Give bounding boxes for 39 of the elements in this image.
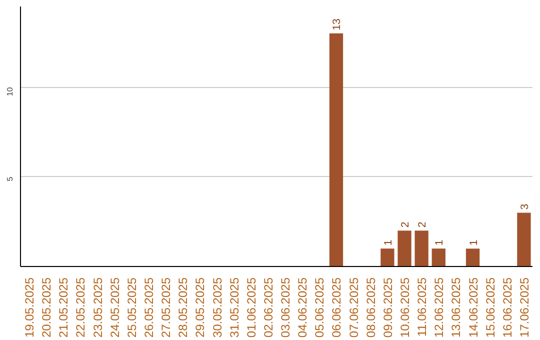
x-tick-label: 21.05.2025 (56, 277, 71, 338)
x-tick-label: 15.06.2025 (483, 277, 498, 338)
x-tick-label: 17.06.2025 (517, 277, 532, 338)
x-tick-label: 03.06.2025 (278, 277, 293, 338)
x-tick-label: 08.06.2025 (364, 277, 378, 338)
x-tick-label: 23.05.2025 (90, 277, 105, 338)
x-tick-label: 13.06.2025 (449, 277, 464, 338)
x-tick-label: 01.06.2025 (244, 277, 258, 338)
x-tick-label: 29.05.2025 (193, 277, 208, 338)
x-tick-label: 14.06.2025 (466, 277, 480, 338)
x-tick-label: 20.05.2025 (40, 277, 54, 338)
x-tick-label: 09.06.2025 (380, 277, 395, 338)
x-tick-label: 05.06.2025 (312, 277, 327, 338)
x-tick-label: 24.05.2025 (108, 277, 122, 338)
x-tick-label: 04.06.2025 (296, 277, 310, 338)
x-tick-label: 02.06.2025 (261, 277, 276, 338)
x-tick-label: 31.05.2025 (227, 277, 242, 338)
data-label: 1 (382, 240, 394, 246)
x-tick-label: 22.05.2025 (74, 277, 88, 338)
x-tick-label: 26.05.2025 (142, 277, 156, 338)
x-tick-label: 16.06.2025 (500, 277, 514, 338)
data-label: 13 (331, 18, 344, 30)
x-tick-label: 10.06.2025 (398, 277, 412, 338)
data-label: 1 (434, 240, 446, 246)
data-label: 2 (416, 222, 429, 228)
data-label: 2 (400, 222, 412, 228)
x-tick-label: 28.05.2025 (176, 277, 190, 338)
x-tick-label: 11.06.2025 (415, 277, 430, 337)
x-tick-label: 19.05.2025 (22, 277, 37, 338)
x-tick-label: 12.06.2025 (432, 277, 446, 338)
x-tick-label: 30.05.2025 (210, 277, 224, 338)
x-tick-label: 07.06.2025 (346, 277, 361, 338)
y-tick-label: 5 (6, 176, 14, 182)
x-tick-label: 25.05.2025 (124, 277, 139, 338)
data-label: 3 (518, 204, 531, 210)
x-tick-label: 06.06.2025 (330, 277, 344, 338)
data-label: 1 (468, 240, 480, 246)
x-tick-label: 27.05.2025 (159, 277, 174, 338)
y-tick-label: 10 (6, 86, 14, 96)
